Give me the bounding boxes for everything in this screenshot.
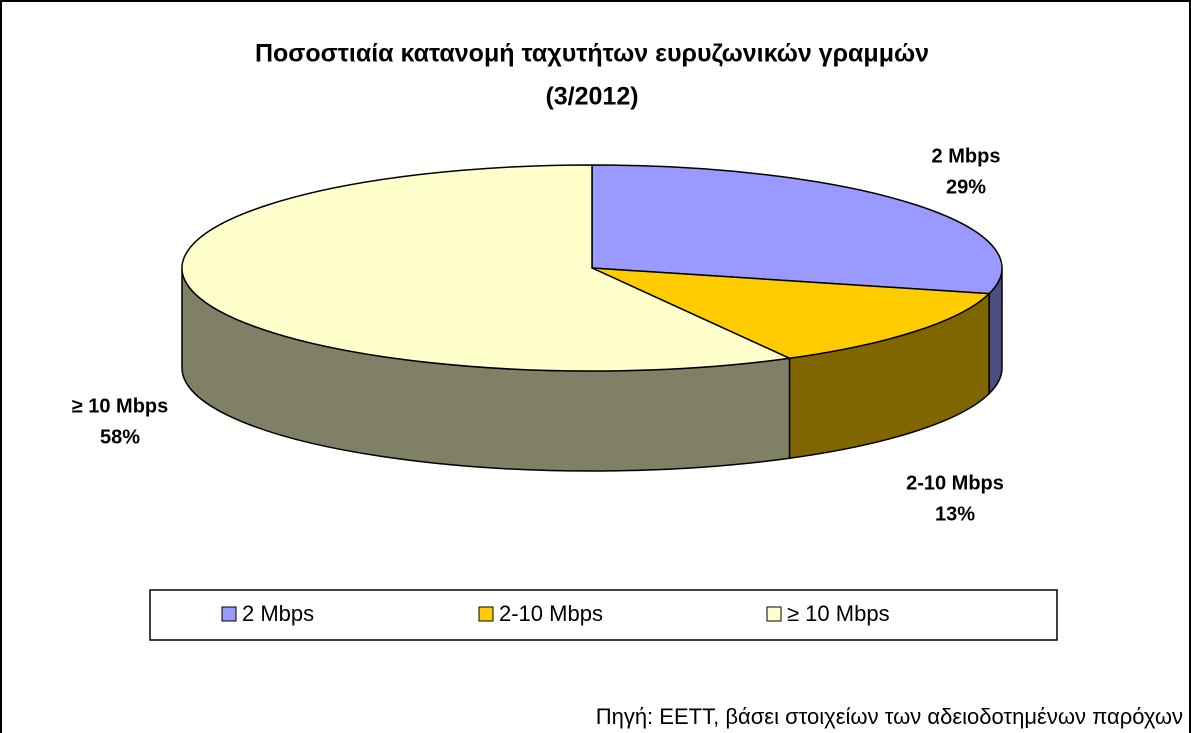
legend-label: 2 Mbps: [242, 601, 314, 626]
data-label-name: 2 Mbps: [932, 145, 1001, 167]
chart-subtitle: (3/2012): [545, 83, 638, 111]
data-label-value: 13%: [935, 503, 975, 525]
legend-swatch: [766, 606, 782, 622]
slice: [181, 164, 793, 372]
legend-label: ≥ 10 Mbps: [787, 601, 890, 626]
pie: [181, 164, 1003, 472]
data-label-value: 29%: [946, 176, 986, 198]
data-label-value: 58%: [100, 426, 140, 448]
legend-swatch: [478, 606, 494, 622]
data-label-name: 2-10 Mbps: [906, 472, 1004, 494]
chart-title: Ποσοστιαία κατανομή ταχυτήτων ευρυζωνικώ…: [255, 40, 929, 68]
slice: [591, 267, 991, 360]
legend-swatch: [221, 606, 237, 622]
source-note: Πηγή: ΕΕΤΤ, βάσει στοιχείων των αδειοδοτ…: [596, 704, 1183, 729]
legend-box: [149, 589, 1058, 641]
legend-label: 2-10 Mbps: [499, 601, 603, 626]
data-label-name: ≥ 10 Mbps: [72, 395, 169, 417]
slice: [591, 164, 1003, 295]
